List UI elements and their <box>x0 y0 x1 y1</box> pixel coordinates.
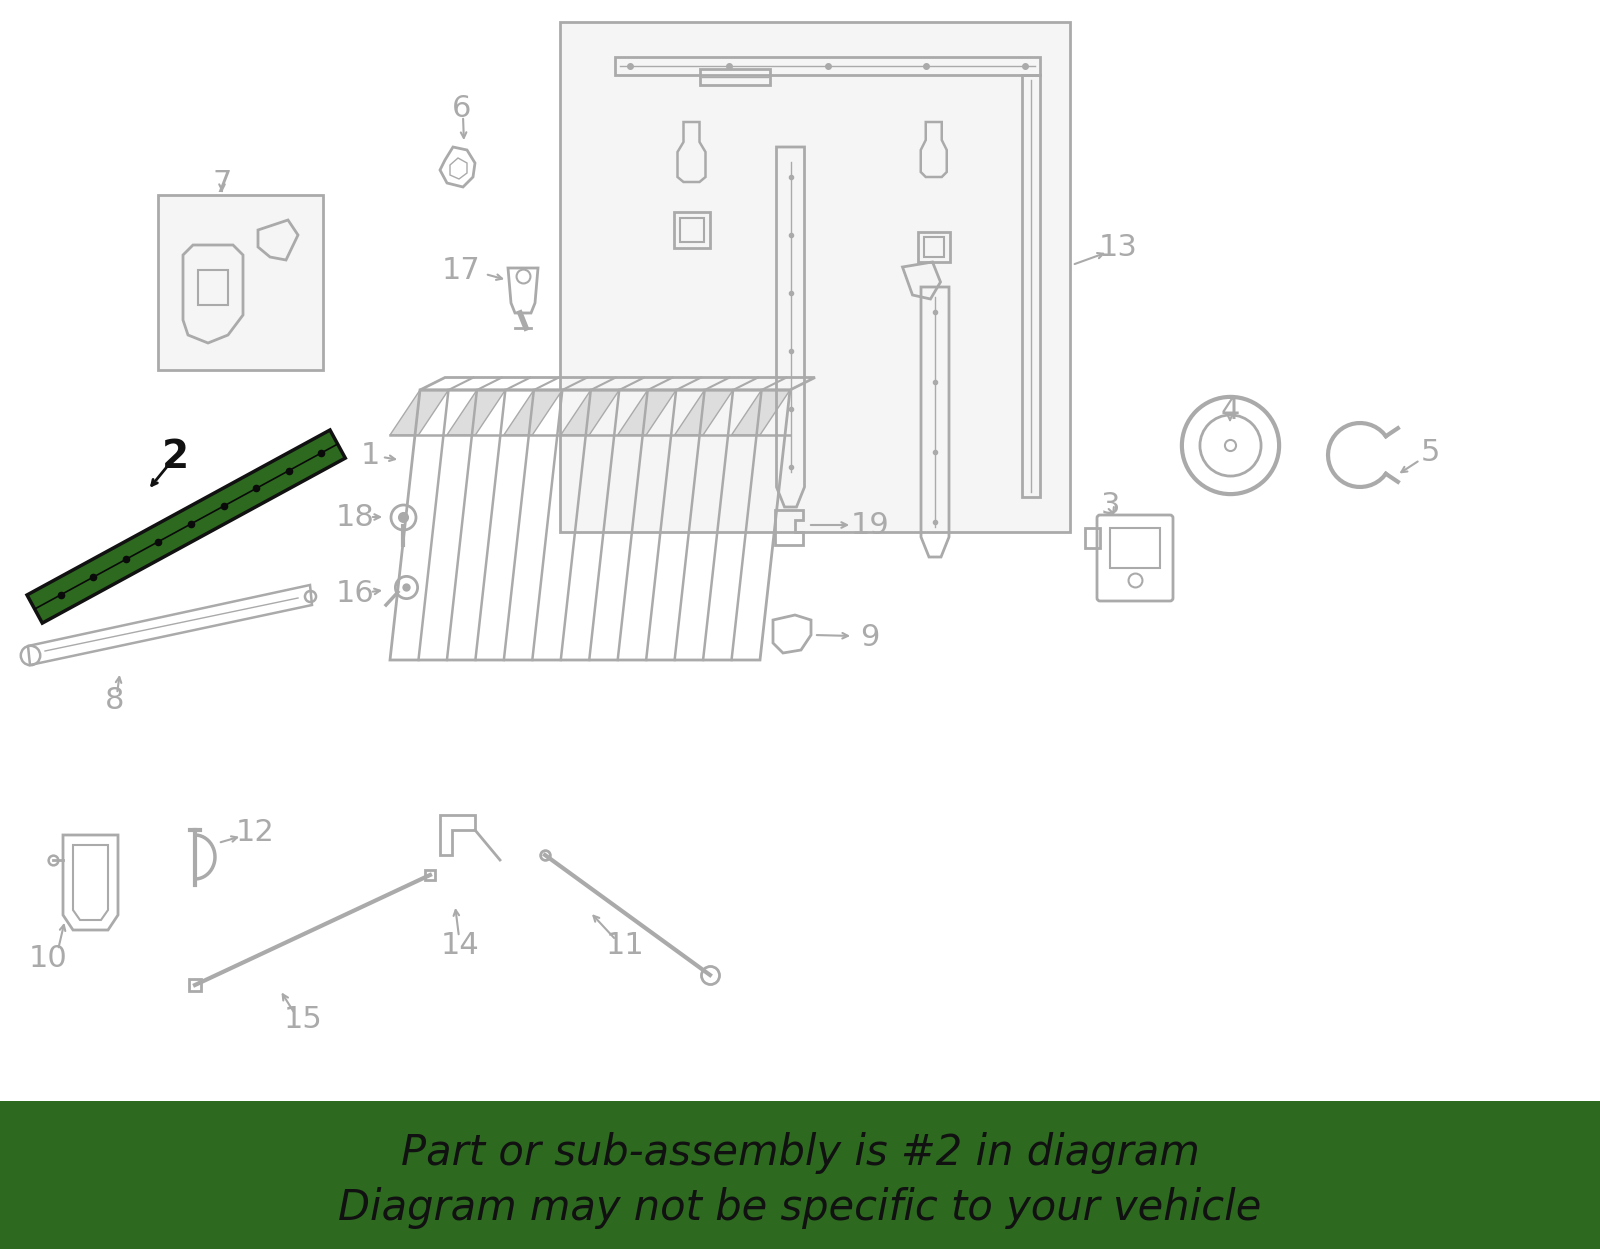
Text: 7: 7 <box>213 169 232 197</box>
Polygon shape <box>390 390 448 435</box>
Text: 4: 4 <box>1221 396 1240 425</box>
Text: 6: 6 <box>453 94 472 122</box>
Text: 12: 12 <box>235 818 274 847</box>
Bar <box>560 22 1070 532</box>
Polygon shape <box>675 390 733 435</box>
Bar <box>701 69 770 85</box>
Bar <box>918 232 950 262</box>
Text: Diagram may not be specific to your vehicle: Diagram may not be specific to your vehi… <box>338 1187 1262 1229</box>
Bar <box>158 195 323 370</box>
Polygon shape <box>618 390 677 435</box>
Polygon shape <box>504 390 562 435</box>
Text: 13: 13 <box>1099 232 1138 261</box>
Polygon shape <box>446 390 506 435</box>
Bar <box>1110 528 1160 568</box>
Polygon shape <box>731 390 790 435</box>
Bar <box>680 219 704 242</box>
Text: 5: 5 <box>1421 437 1440 466</box>
Text: 3: 3 <box>1101 491 1120 520</box>
Text: 15: 15 <box>283 1005 322 1034</box>
Text: 18: 18 <box>336 502 374 532</box>
Text: 1: 1 <box>360 441 379 470</box>
Text: 8: 8 <box>106 686 125 714</box>
Text: 17: 17 <box>442 256 480 285</box>
Polygon shape <box>560 390 619 435</box>
Text: 10: 10 <box>29 943 67 973</box>
Text: 11: 11 <box>606 931 645 959</box>
Polygon shape <box>27 430 346 623</box>
Bar <box>674 212 709 249</box>
Text: 9: 9 <box>861 622 880 652</box>
Text: 19: 19 <box>851 511 890 540</box>
Bar <box>923 237 944 257</box>
Text: Part or sub-assembly is #2 in diagram: Part or sub-assembly is #2 in diagram <box>400 1132 1200 1174</box>
Text: 16: 16 <box>336 578 374 607</box>
Text: 14: 14 <box>440 931 480 959</box>
Bar <box>0 1102 1600 1249</box>
Text: 2: 2 <box>162 438 189 476</box>
